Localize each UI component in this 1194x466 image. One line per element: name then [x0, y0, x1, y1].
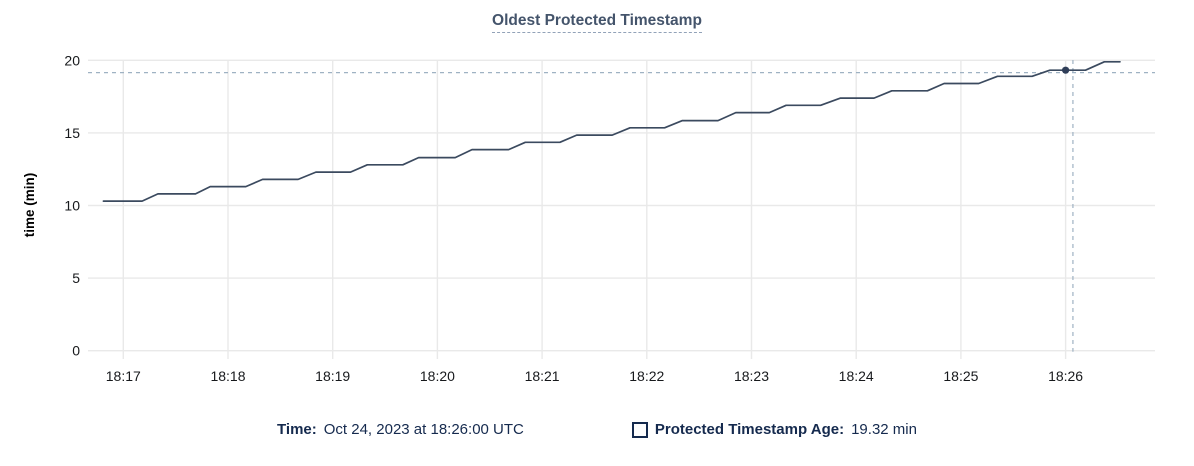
- x-tick-label: 18:18: [210, 368, 245, 384]
- y-tick-label: 10: [64, 198, 80, 214]
- hover-legend: Time: Oct 24, 2023 at 18:26:00 UTC Prote…: [0, 417, 1194, 443]
- x-tick-label: 18:21: [525, 368, 560, 384]
- y-axis-title: time (min): [22, 173, 37, 238]
- time-label: Time:: [277, 421, 317, 438]
- x-tick-label: 18:19: [315, 368, 350, 384]
- y-tick-label: 15: [64, 125, 80, 141]
- x-tick-label: 18:20: [420, 368, 455, 384]
- chart-title[interactable]: Oldest Protected Timestamp: [492, 12, 702, 33]
- legend-item-protected-timestamp-age[interactable]: Protected Timestamp Age: 19.32 min: [631, 417, 917, 443]
- series-label: Protected Timestamp Age:: [654, 421, 845, 438]
- chart-header: Oldest Protected Timestamp: [0, 12, 1194, 33]
- x-tick-label: 18:23: [734, 368, 769, 384]
- y-tick-label: 20: [64, 52, 80, 68]
- x-tick-label: 18:25: [943, 368, 978, 384]
- x-tick-label: 18:24: [839, 368, 874, 384]
- legend-swatch-icon: [631, 422, 648, 438]
- timeseries-chart[interactable]: 0 5 10 15 20 18:17 18:18 18:19 18:20 18:21 18:22 18…: [0, 0, 1194, 400]
- time-value: Oct 24, 2023 at 18:26:00 UTC: [323, 421, 524, 438]
- x-tick-label: 18:17: [106, 368, 141, 384]
- y-tick-label: 0: [72, 343, 80, 359]
- x-tick-label: 18:26: [1048, 368, 1083, 384]
- series-value: 19.32 min: [851, 421, 917, 438]
- x-tick-label: 18:22: [629, 368, 664, 384]
- series-line: [102, 60, 1121, 202]
- hover-time: Time: Oct 24, 2023 at 18:26:00 UTC: [277, 417, 524, 443]
- hover-point: [1062, 66, 1070, 74]
- y-tick-label: 5: [72, 270, 80, 286]
